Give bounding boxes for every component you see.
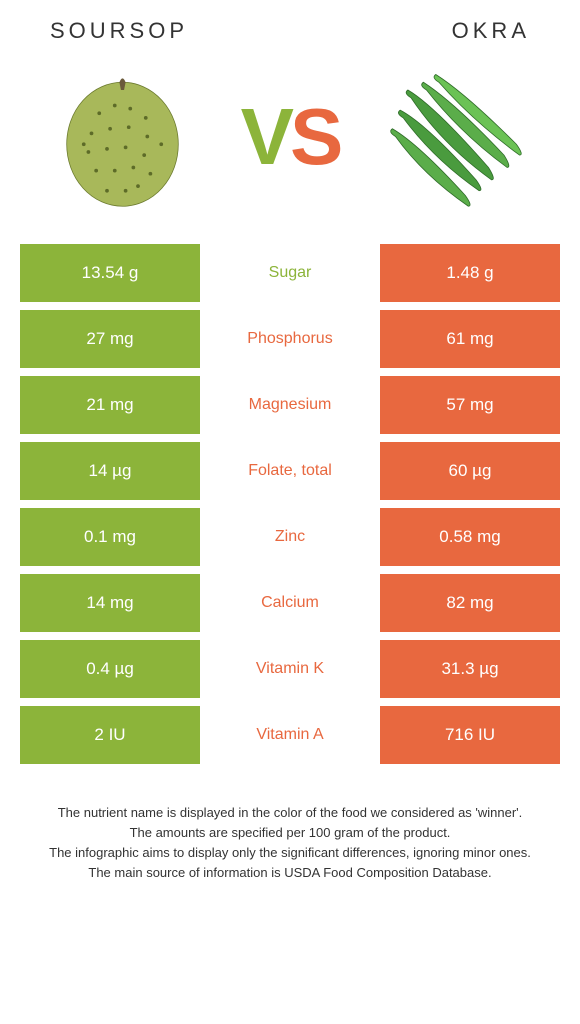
- left-value: 0.1 mg: [20, 508, 200, 566]
- footer-line: The infographic aims to display only the…: [30, 844, 550, 863]
- comparison-table: 13.54 gSugar1.48 g 27 mgPhosphorus61 mg 21…: [20, 244, 560, 764]
- left-value: 21 mg: [20, 376, 200, 434]
- footer-line: The main source of information is USDA F…: [30, 864, 550, 883]
- vs-v: V: [241, 91, 290, 183]
- images-row: VS: [20, 44, 560, 244]
- footer-line: The nutrient name is displayed in the co…: [30, 804, 550, 823]
- right-food-title: Okra: [452, 18, 530, 44]
- right-value: 60 µg: [380, 442, 560, 500]
- nutrient-label: Vitamin A: [200, 706, 380, 764]
- left-value: 27 mg: [20, 310, 200, 368]
- nutrient-label: Folate, total: [200, 442, 380, 500]
- table-row: 0.1 mgZinc0.58 mg: [20, 508, 560, 566]
- left-value: 14 mg: [20, 574, 200, 632]
- right-value: 61 mg: [380, 310, 560, 368]
- nutrient-label: Magnesium: [200, 376, 380, 434]
- nutrient-label: Vitamin K: [200, 640, 380, 698]
- infographic-container: Soursop Okra VS: [0, 0, 580, 882]
- table-row: 27 mgPhosphorus61 mg: [20, 310, 560, 368]
- footer-line: The amounts are specified per 100 gram o…: [30, 824, 550, 843]
- header: Soursop Okra: [20, 18, 560, 44]
- right-value: 716 IU: [380, 706, 560, 764]
- nutrient-label: Phosphorus: [200, 310, 380, 368]
- left-value: 13.54 g: [20, 244, 200, 302]
- right-value: 31.3 µg: [380, 640, 560, 698]
- okra-image: [375, 54, 540, 219]
- left-food-title: Soursop: [50, 18, 188, 44]
- table-row: 14 µgFolate, total60 µg: [20, 442, 560, 500]
- table-row: 0.4 µgVitamin K31.3 µg: [20, 640, 560, 698]
- left-value: 2 IU: [20, 706, 200, 764]
- nutrient-label: Calcium: [200, 574, 380, 632]
- table-row: 14 mgCalcium82 mg: [20, 574, 560, 632]
- right-value: 57 mg: [380, 376, 560, 434]
- vs-label: VS: [241, 91, 340, 183]
- footer-notes: The nutrient name is displayed in the co…: [20, 804, 560, 882]
- table-row: 21 mgMagnesium57 mg: [20, 376, 560, 434]
- nutrient-label: Sugar: [200, 244, 380, 302]
- left-value: 0.4 µg: [20, 640, 200, 698]
- table-row: 13.54 gSugar1.48 g: [20, 244, 560, 302]
- right-value: 82 mg: [380, 574, 560, 632]
- table-row: 2 IUVitamin A716 IU: [20, 706, 560, 764]
- nutrient-label: Zinc: [200, 508, 380, 566]
- right-value: 1.48 g: [380, 244, 560, 302]
- left-value: 14 µg: [20, 442, 200, 500]
- soursop-image: [40, 54, 205, 219]
- right-value: 0.58 mg: [380, 508, 560, 566]
- vs-s: S: [290, 91, 339, 183]
